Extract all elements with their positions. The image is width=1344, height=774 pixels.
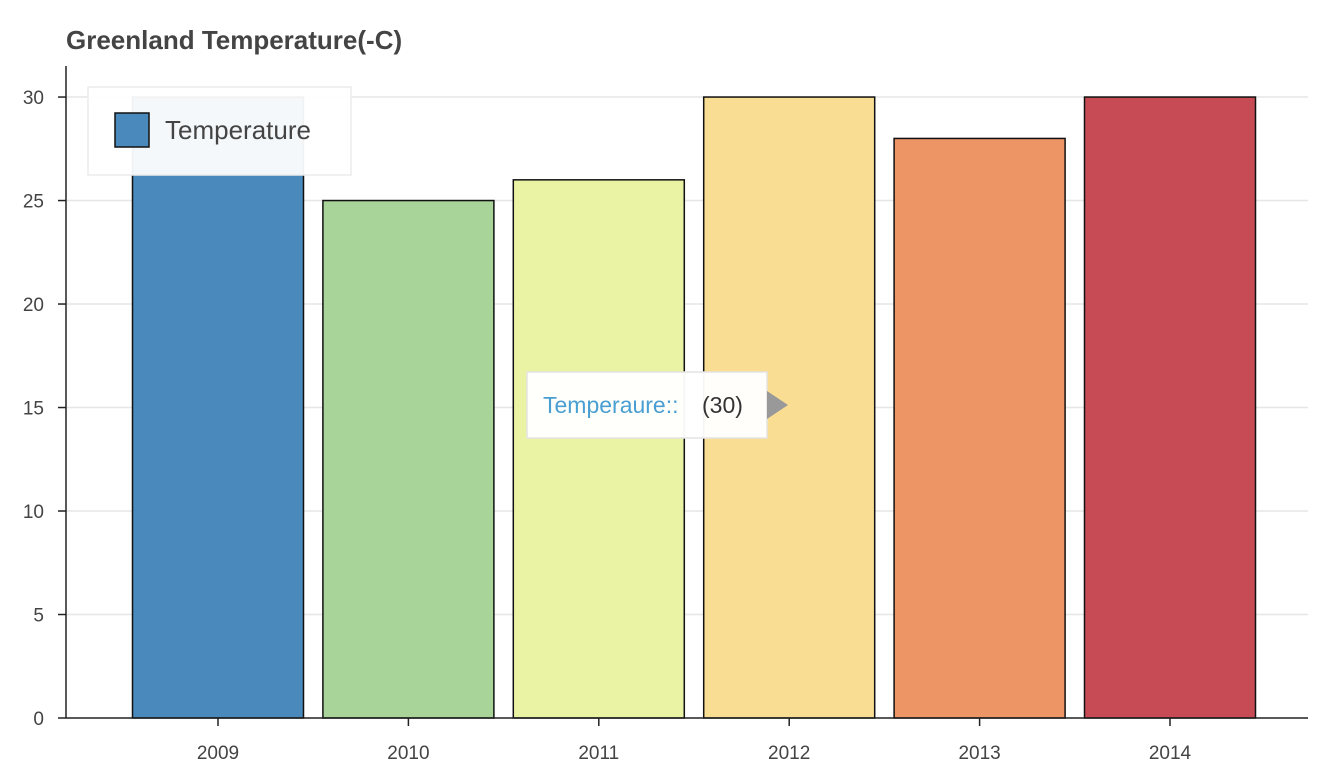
bars (131, 96, 1257, 719)
legend-swatch (114, 112, 150, 148)
x-tick-label: 2012 (768, 743, 810, 764)
tooltip-key: Temperaure:: (543, 392, 679, 418)
y-tick-label: 25 (23, 192, 44, 213)
legend: Temperature (87, 86, 352, 176)
tooltip-box (526, 371, 768, 439)
x-axis-ticks: 2009 2010 2011 2012 2013 2014 (197, 718, 1192, 764)
y-axis-ticks: 0 5 10 15 20 25 30 (23, 88, 66, 730)
x-tick-label: 2009 (197, 743, 239, 764)
y-tick-label: 0 (33, 709, 44, 730)
y-tick-label: 30 (23, 88, 44, 109)
x-tick-label: 2013 (958, 743, 1000, 764)
x-tick-label: 2011 (578, 743, 619, 764)
bar-2009[interactable] (131, 96, 305, 719)
y-tick-label: 20 (23, 295, 44, 316)
bar-2013[interactable] (893, 137, 1066, 719)
axes (65, 66, 1308, 719)
x-tick-label: 2010 (387, 743, 429, 764)
legend-label-temperature: Temperature (165, 115, 311, 145)
bar-2010[interactable] (322, 199, 495, 719)
tooltip: Temperaure:: (30) (526, 371, 788, 439)
y-tick-label: 15 (23, 399, 44, 420)
x-tick-label: 2014 (1149, 743, 1192, 764)
bar-2014[interactable] (1083, 96, 1257, 719)
tooltip-arrow-icon (767, 391, 788, 419)
y-tick-label: 5 (33, 606, 44, 627)
tooltip-value: (30) (702, 392, 743, 418)
bar-2011[interactable] (512, 179, 686, 719)
chart-title: Greenland Temperature(-C) (66, 25, 402, 55)
y-tick-label: 10 (23, 502, 44, 523)
